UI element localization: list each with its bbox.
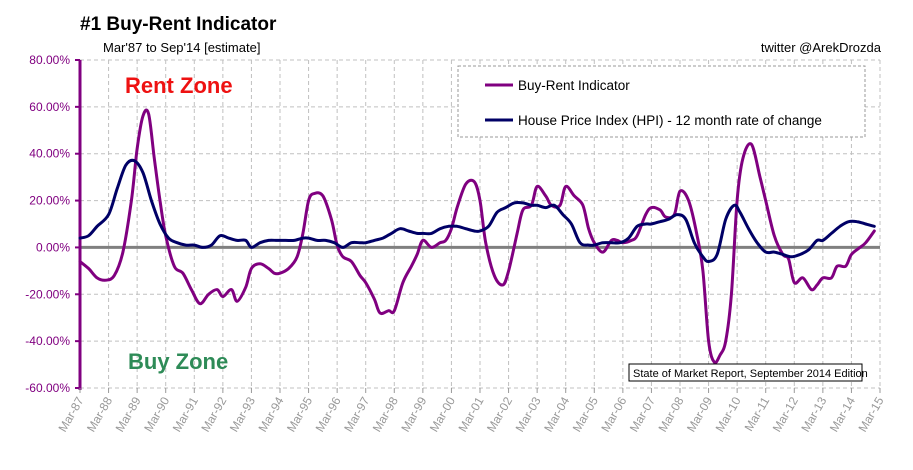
legend-label-buy-rent: Buy-Rent Indicator [518,78,630,93]
x-tick-label: Mar-93 [227,394,258,434]
x-tick-label: Mar-10 [713,394,744,434]
x-tick-label: Mar-12 [770,394,801,434]
chart-subtitle: Mar'87 to Sep'14 [estimate] [103,40,261,55]
x-tick-label: Mar-14 [827,394,858,434]
x-tick-label: Mar-96 [313,394,344,434]
x-tick-label: Mar-92 [198,394,229,434]
x-tick-label: Mar-03 [513,394,544,434]
x-tick-label: Mar-99 [398,394,429,434]
x-tick-label: Mar-91 [170,394,201,434]
x-tick-label: Mar-00 [427,394,458,434]
x-tick-label: Mar-06 [598,394,629,434]
x-tick-label: Mar-15 [855,394,886,434]
legend-label-hpi: House Price Index (HPI) - 12 month rate … [518,113,822,128]
y-tick-label: 20.00% [29,194,70,208]
x-tick-label: Mar-89 [113,394,144,434]
series-line-hpi [78,158,876,264]
buy-zone-label: Buy Zone [128,349,228,374]
x-tick-label: Mar-09 [684,394,715,434]
x-tick-label: Mar-04 [541,394,572,434]
grid-lines [80,59,881,389]
y-tick-label: -60.00% [25,381,70,395]
y-tick-label: -20.00% [25,287,70,301]
x-tick-label: Mar-88 [84,394,115,434]
twitter-handle: twitter @ArekDrozda [760,40,881,55]
y-tick-label: 0.00% [36,240,70,254]
x-tick-label: Mar-08 [655,394,686,434]
source-text: State of Market Report, September 2014 E… [633,368,868,380]
x-tick-label: Mar-02 [484,394,515,434]
chart-title: #1 Buy-Rent Indicator [80,14,277,35]
y-axis-ticks: 80.00% 60.00% 40.00% 20.00% 0.00% -20.00% -40.… [25,53,82,395]
x-tick-label: Mar-13 [798,394,829,434]
x-tick-label: Mar-97 [341,394,372,434]
source-box [628,363,863,382]
x-tick-label: Mar-90 [141,394,172,434]
x-tick-label: Mar-94 [255,394,286,434]
x-axis-ticks: Mar-87Mar-88Mar-89Mar-90Mar-91Mar-92Mar-… [55,388,887,434]
legend-box [457,65,866,138]
y-tick-label: 80.00% [29,53,70,67]
x-tick-label: Mar-07 [627,394,658,434]
legend: Buy-Rent Indicator House Price Index (HP… [457,65,866,138]
rent-zone-label: Rent Zone [125,73,233,98]
series-line-buy-rent [78,108,876,365]
x-tick-label: Mar-98 [370,394,401,434]
x-tick-label: Mar-87 [55,394,86,434]
x-tick-label: Mar-05 [570,394,601,434]
x-tick-label: Mar-95 [284,394,315,434]
y-tick-label: -40.00% [25,334,70,348]
source-note: State of Market Report, September 2014 E… [628,363,868,382]
x-tick-label: Mar-01 [455,394,486,434]
series-lines [78,108,876,365]
x-tick-label: Mar-11 [742,394,773,433]
y-tick-label: 40.00% [29,147,70,161]
y-tick-label: 60.00% [29,100,70,114]
